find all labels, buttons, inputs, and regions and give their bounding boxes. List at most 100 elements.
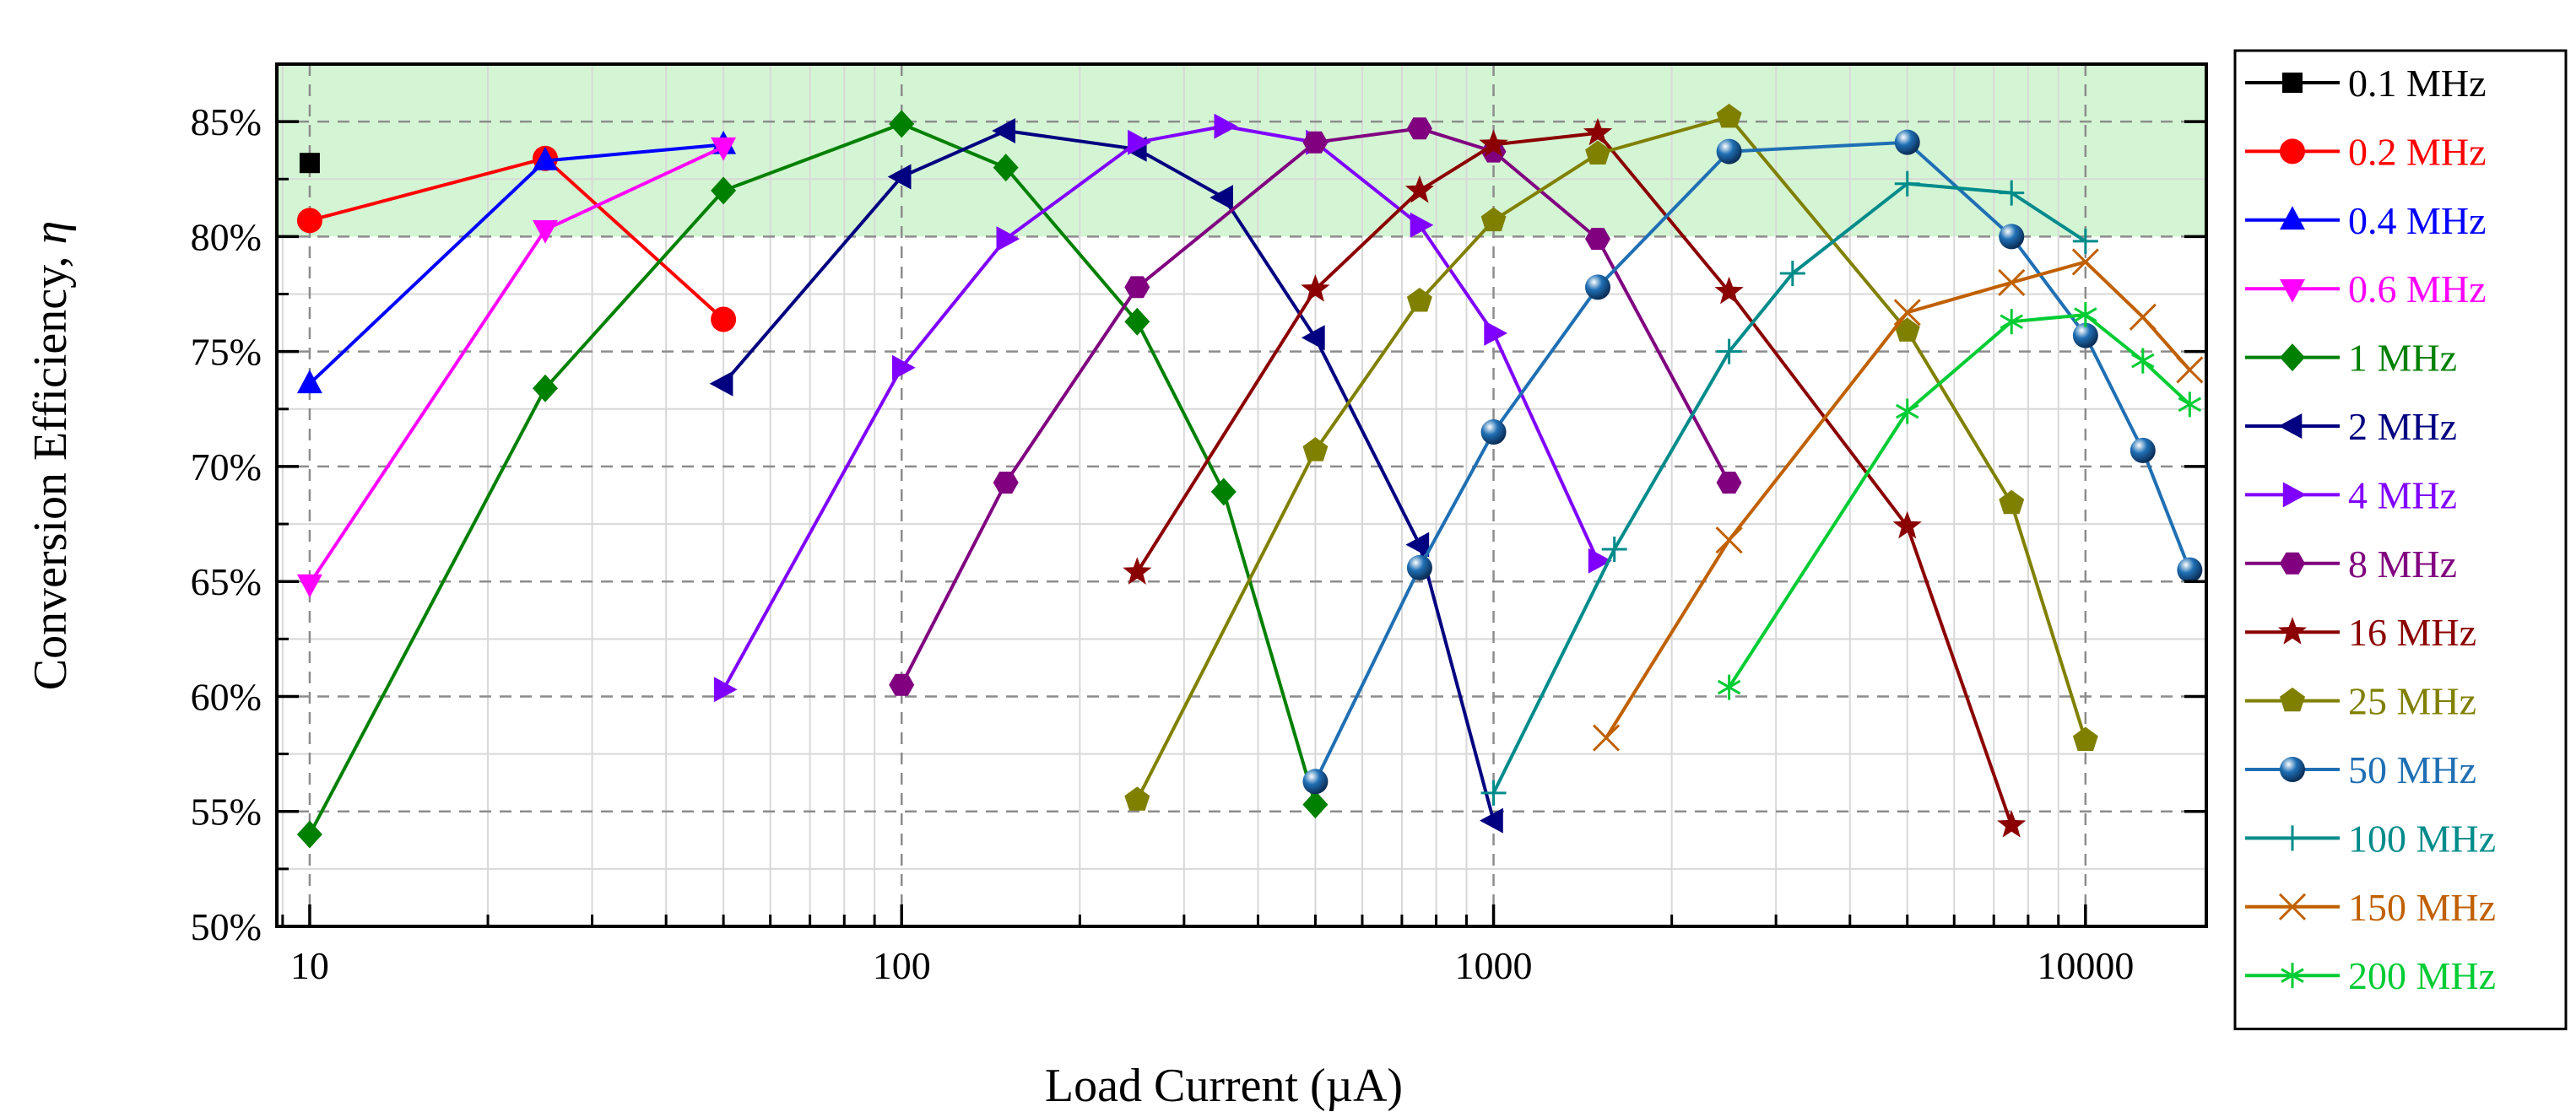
data-point [533, 220, 558, 244]
data-point [1894, 317, 1920, 342]
data-point [889, 110, 915, 138]
y-tick-label: 60% [191, 675, 262, 718]
legend-label: 0.4 MHz [2348, 199, 2487, 242]
legend-marker [2278, 413, 2303, 439]
data-point [2072, 228, 2098, 254]
data-point [2178, 391, 2202, 418]
data-point [299, 153, 320, 174]
legend-item: 0.1 MHz [2245, 62, 2487, 105]
data-point [1214, 113, 1238, 139]
legend-item: 25 MHz [2245, 680, 2476, 723]
data-point [1716, 138, 1742, 165]
legend-marker [2280, 343, 2305, 372]
data-point [1123, 557, 1152, 585]
legend-item: 200 MHz [2245, 954, 2496, 997]
legend-label: 100 MHz [2348, 817, 2496, 860]
data-point [1484, 320, 1507, 346]
data-point [2176, 356, 2204, 384]
legend-label: 0.2 MHz [2348, 130, 2487, 173]
series-line [722, 129, 1496, 822]
legend-marker [2280, 206, 2305, 230]
x-axis-title: Load Current (µA) [1045, 1060, 1403, 1112]
data-point [1302, 131, 1329, 154]
legend-box [2233, 49, 2568, 1031]
y-axis-title-symbol: η [24, 221, 77, 245]
data-point [1124, 307, 1150, 336]
data-point [711, 176, 737, 205]
x-tick-label: 10 [290, 944, 329, 987]
data-point [1404, 175, 1434, 203]
legend-marker [2282, 73, 2303, 93]
data-point [1302, 769, 1329, 795]
data-point [2072, 322, 2098, 348]
y-axis-title-text: Conversion Efficiency, [24, 245, 77, 691]
legend-label: 8 MHz [2348, 543, 2457, 586]
legend-marker [2280, 552, 2305, 575]
data-point [713, 677, 738, 703]
legend-item: 2 MHz [2245, 405, 2457, 448]
data-point [1124, 786, 1150, 811]
y-tick-label: 65% [191, 560, 262, 603]
data-point [993, 154, 1019, 182]
series-line [900, 127, 1731, 686]
data-point [1894, 170, 1920, 197]
legend-label: 16 MHz [2348, 611, 2476, 654]
data-point [1406, 117, 1432, 140]
data-point [1301, 274, 1330, 302]
x-tick-label: 1000 [1455, 944, 1533, 987]
series-50-mhz [1302, 129, 2203, 795]
series-line [1135, 131, 2014, 826]
data-point [1406, 554, 1432, 580]
legend-label: 200 MHz [2348, 954, 2496, 997]
data-point [1588, 548, 1612, 574]
data-point [2131, 348, 2155, 374]
legend-item: 16 MHz [2245, 611, 2476, 654]
data-point [1893, 299, 1921, 327]
data-point [1301, 325, 1325, 351]
legend-item: 1 MHz [2245, 337, 2457, 380]
y-tick-label: 80% [191, 215, 262, 258]
data-point [1210, 185, 1233, 211]
data-point [1779, 261, 1805, 287]
data-point [533, 147, 558, 170]
legend-marker [2281, 963, 2304, 989]
legend-marker [2280, 687, 2305, 712]
data-point [2130, 437, 2156, 463]
x-tick-label: 100 [873, 944, 931, 987]
data-point [1592, 724, 1621, 752]
legend-item: 0.4 MHz [2245, 199, 2487, 242]
y-axis-title: Conversion Efficiency, η [24, 221, 77, 691]
data-point [1585, 274, 1611, 300]
data-point [1302, 437, 1329, 462]
data-point [892, 354, 916, 381]
series-0-1-mhz [299, 153, 320, 174]
data-point [1406, 288, 1432, 312]
data-point [1585, 140, 1610, 165]
data-point [533, 374, 558, 402]
data-point [1715, 526, 1743, 554]
y-tick-label: 70% [191, 445, 262, 489]
legend-item: 50 MHz [2245, 748, 2476, 791]
data-point [1717, 674, 1741, 700]
data-point [296, 574, 322, 598]
legend-label: 1 MHz [2348, 337, 2457, 380]
series-16-mhz [1123, 117, 2027, 838]
data-point [1480, 419, 1507, 445]
data-point [1479, 129, 1508, 157]
data-point [1124, 276, 1150, 299]
legend-marker [2280, 825, 2305, 851]
series-1-mhz [296, 110, 1329, 849]
data-point [709, 370, 733, 397]
data-point [2177, 557, 2203, 583]
data-point [1583, 117, 1613, 146]
legend-item: 150 MHz [2245, 886, 2496, 929]
data-point [1480, 807, 1503, 834]
axis-ticks [277, 120, 2206, 928]
data-point [711, 306, 737, 332]
legend-item: 0.6 MHz [2245, 267, 2487, 310]
data-point [1999, 180, 2025, 206]
legend-item: 100 MHz [2245, 817, 2496, 860]
data-point [1716, 338, 1742, 364]
legend-label: 50 MHz [2348, 748, 2476, 791]
data-point [1480, 207, 1507, 232]
